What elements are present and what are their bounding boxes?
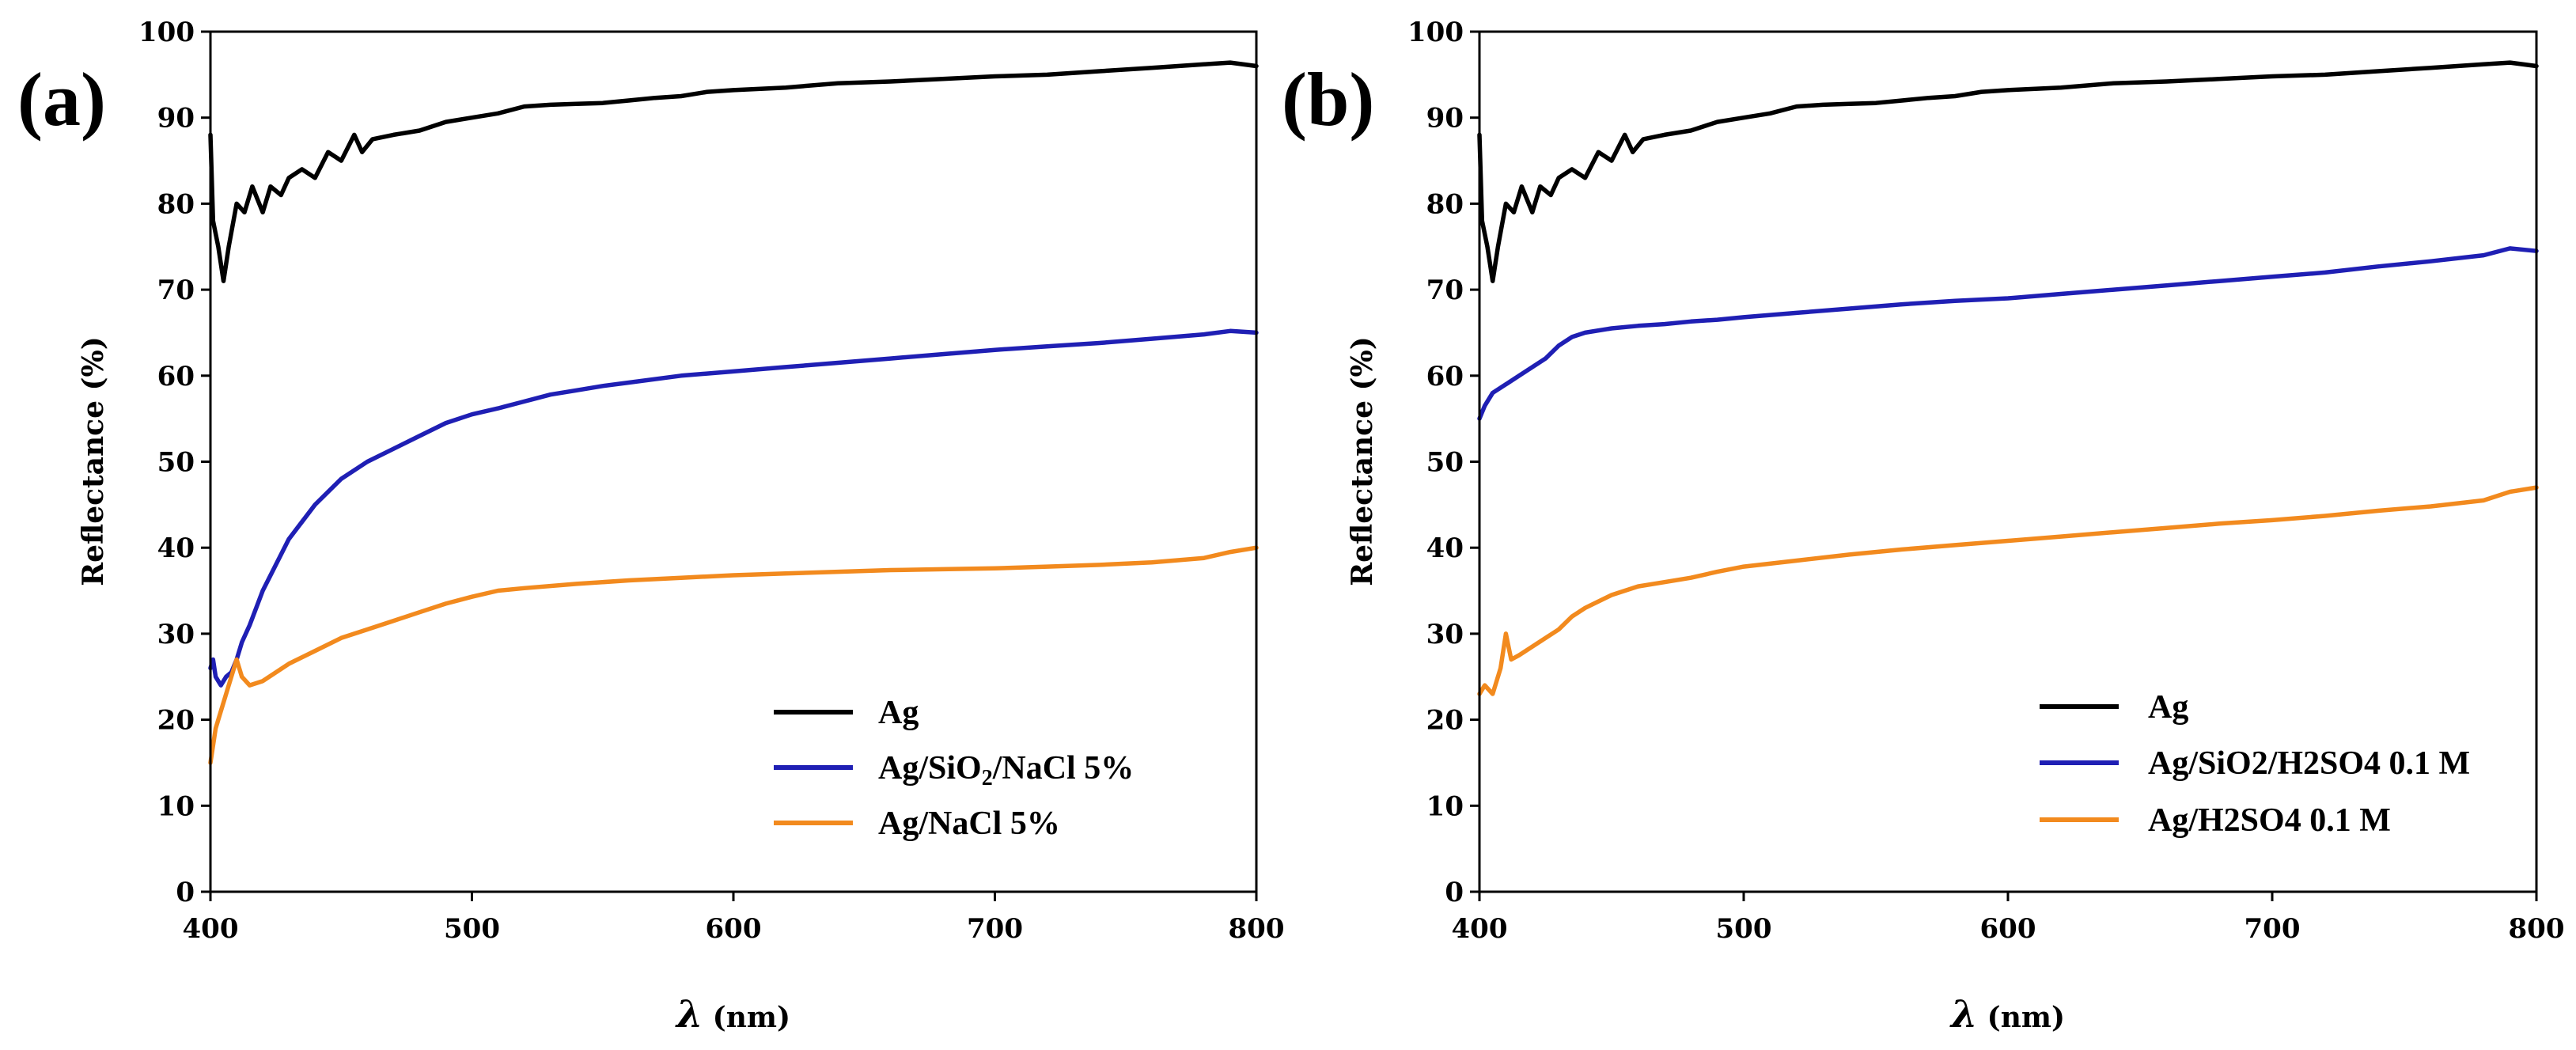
series-line-ag-nacl-5-a (208, 545, 1259, 765)
panel-a: (a) 0 10 20 30 40 50 60 70 80 90 100 400 500 600 700 80… (17, 17, 1284, 1037)
y-tick-label-a: 50 (157, 447, 195, 479)
series-line-ag-b (1477, 60, 2539, 283)
y-tick-label-a: 40 (157, 533, 195, 564)
y-tick-label-a: 90 (157, 103, 195, 135)
legend-b: Ag Ag/SiO2/H2SO4 0.1 M Ag/H2SO4 0.1 M (2040, 689, 2470, 839)
y-tick-label-a: 100 (138, 17, 195, 48)
y-tick-label-a: 80 (157, 188, 195, 220)
series-line-ag-sio2-nacl-5-a (208, 328, 1259, 688)
legend-label-nacl-a: Ag/NaCl 5% (878, 806, 1060, 842)
legend-a: Ag Ag/SiO2/NaCl 5% Ag/NaCl 5% (774, 695, 1134, 842)
lambda-symbol-a: λ (675, 992, 703, 1037)
panel-b: (b) 0 10 20 30 40 50 60 70 80 90 100 400 500 600 700 80… (1282, 17, 2564, 1037)
x-tick-label-a: 800 (1229, 913, 1285, 945)
y-tick-label-b: 0 (1445, 877, 1464, 908)
y-tick-label-b: 40 (1426, 533, 1464, 564)
y-tick-label-a: 70 (157, 275, 195, 306)
x-tick-label-b: 600 (1980, 913, 2036, 945)
x-tick-label-b: 700 (2245, 913, 2301, 945)
y-tick-label-b: 90 (1426, 103, 1464, 135)
y-tick-label-a: 60 (157, 361, 195, 392)
y-tick-label-b: 80 (1426, 188, 1464, 220)
panel-label-a: (a) (17, 57, 106, 142)
y-tick-label-b: 10 (1426, 790, 1464, 822)
y-tick-label-b: 100 (1407, 17, 1464, 48)
y-axis-title-b: Reflectance (%) (1346, 336, 1379, 586)
x-tick-label-a: 500 (444, 913, 500, 945)
series-line-ag-sio2-h2so4-0-1-m-b (1477, 246, 2539, 421)
y-tick-label-a: 30 (157, 619, 195, 650)
panel-label-b: (b) (1282, 57, 1374, 142)
legend-label-h2so4-b: Ag/H2SO4 0.1 M (2148, 802, 2391, 839)
x-tick-label-b: 500 (1716, 913, 1772, 945)
legend-label-sio2-nacl-a: Ag/SiO2/NaCl 5% (878, 750, 1134, 790)
x-axis-title-a: λ (nm) (675, 992, 790, 1037)
y-tick-label-a: 0 (176, 877, 195, 908)
lambda-symbol-b: λ (1949, 992, 1978, 1037)
y-tick-label-b: 20 (1426, 705, 1464, 737)
y-axis-title-a: Reflectance (%) (77, 336, 110, 586)
x-tick-label-a: 400 (183, 913, 239, 945)
x-tick-label-b: 800 (2509, 913, 2565, 945)
y-tick-label-b: 60 (1426, 361, 1464, 392)
x-tick-label-b: 400 (1452, 913, 1508, 945)
y-tick-label-a: 20 (157, 705, 195, 737)
x-tick-label-a: 600 (706, 913, 762, 945)
legend-label-ag-b: Ag (2148, 689, 2188, 726)
legend-label-ag-a: Ag (878, 695, 919, 731)
series-line-ag-h2so4-0-1-m-b (1477, 485, 2539, 696)
x-axis-title-b: λ (nm) (1949, 992, 2065, 1037)
x-axis-unit-b: (nm) (1987, 1001, 2065, 1034)
x-axis-unit-a: (nm) (713, 1001, 790, 1034)
y-tick-label-b: 50 (1426, 447, 1464, 479)
x-tick-label-a: 700 (967, 913, 1023, 945)
series-line-ag-a (208, 60, 1259, 283)
y-tick-label-a: 10 (157, 790, 195, 822)
legend-label-sio2-h2so4-b: Ag/SiO2/H2SO4 0.1 M (2148, 745, 2470, 782)
y-tick-label-b: 30 (1426, 619, 1464, 650)
y-tick-label-b: 70 (1426, 275, 1464, 306)
